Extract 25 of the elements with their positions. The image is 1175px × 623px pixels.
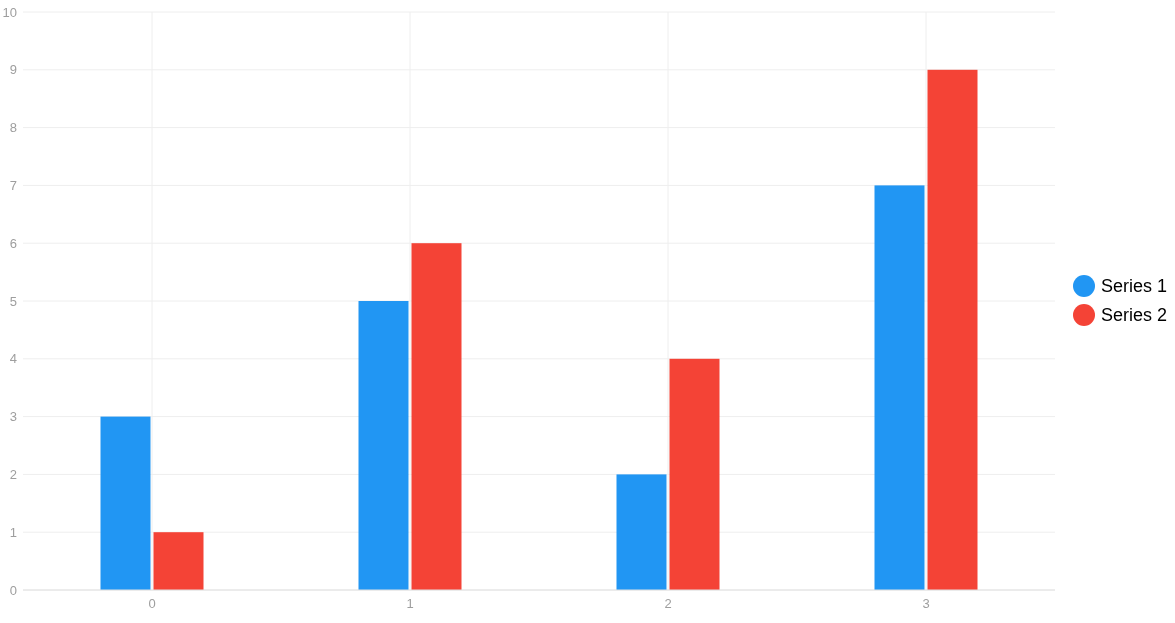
legend-label: Series 1 [1101, 276, 1168, 297]
bar [153, 532, 204, 590]
bar [669, 358, 720, 590]
legend-label: Series 2 [1101, 305, 1168, 326]
y-tick-label: 9 [9, 62, 17, 78]
y-tick-label: 8 [9, 120, 17, 136]
x-tick-label: 3 [922, 596, 930, 611]
y-tick-label: 7 [9, 177, 17, 193]
bar [411, 243, 462, 590]
y-tick-label: 2 [9, 466, 17, 482]
y-tick-label: 5 [9, 293, 17, 309]
y-tick-label: 4 [9, 351, 17, 367]
bar [874, 185, 925, 590]
bar [927, 69, 978, 590]
y-tick-label: 1 [9, 524, 17, 540]
y-tick-label: 3 [9, 409, 17, 425]
y-tick-label: 0 [9, 582, 17, 598]
bar [100, 416, 151, 590]
y-tick-label: 6 [9, 235, 17, 251]
x-tick-label: 0 [148, 596, 156, 611]
bar [358, 301, 409, 590]
y-tick-label: 10 [2, 4, 17, 20]
bar [616, 474, 667, 590]
x-tick-label: 1 [406, 596, 414, 611]
x-tick-label: 2 [664, 596, 672, 611]
